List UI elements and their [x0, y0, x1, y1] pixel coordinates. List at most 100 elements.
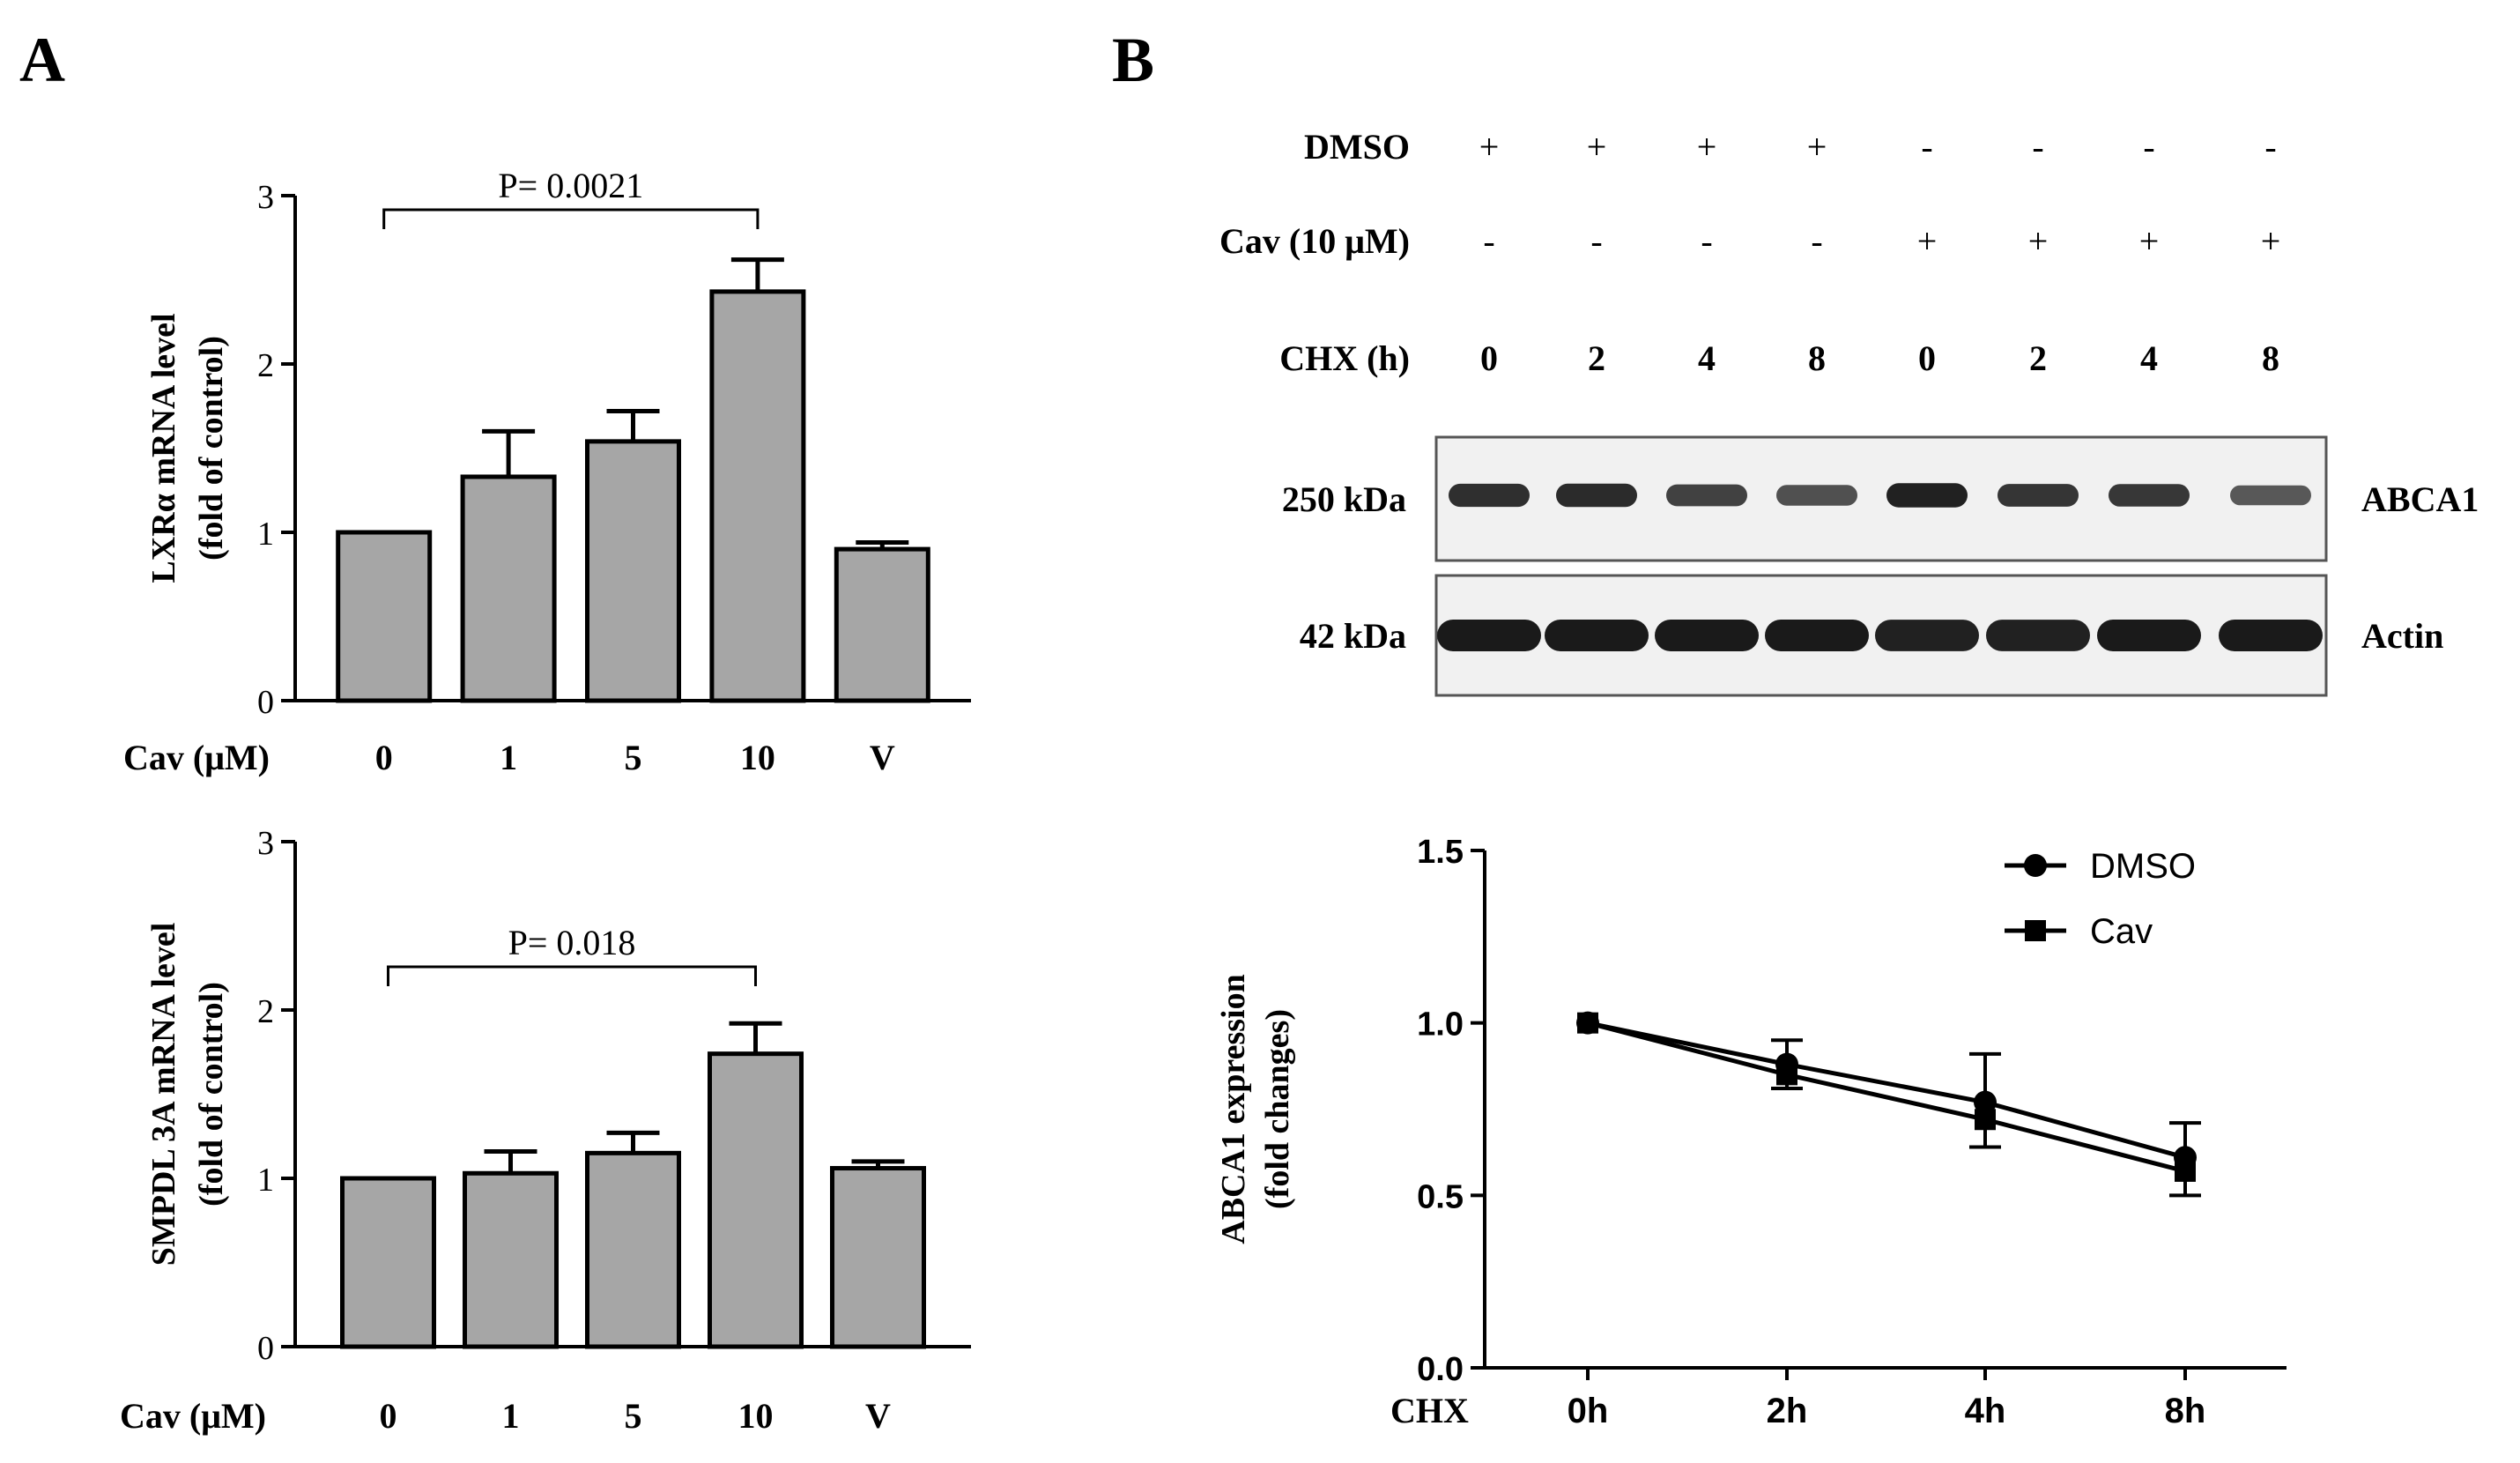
abca1-y-axis-label-line1: ABCA1 expression	[1215, 974, 1252, 1244]
blot-band	[1655, 620, 1759, 651]
blot-band	[1437, 620, 1541, 651]
blot-lane-value: -	[2264, 127, 2276, 167]
blot-lane-value: -	[1590, 221, 1602, 261]
abca1-series-line-dmso	[1587, 1021, 2186, 1160]
panel-b-label: B	[1112, 25, 1154, 95]
smpdl-bar	[340, 1176, 436, 1349]
lxr-x-tick-label: 0	[375, 738, 393, 777]
smpdl-x-axis-label: Cav (μM)	[120, 1396, 266, 1436]
blot-band	[1776, 485, 1857, 506]
smpdl-bar	[830, 1166, 926, 1349]
blot-lane-value: -	[2143, 127, 2154, 167]
smpdl-bar	[463, 1170, 559, 1349]
blot-band	[1886, 483, 1968, 508]
blot-condition-label: DMSO	[1304, 127, 1410, 167]
lxr-y-tick-label: 3	[257, 179, 274, 216]
lxr-bar	[834, 546, 930, 703]
smpdl-y-tick-label: 2	[257, 993, 274, 1030]
lxr-x-tick-label: 10	[740, 738, 775, 777]
blot-lane-value: 4	[1698, 338, 1716, 378]
abca1-x-tick-label: 8h	[2165, 1392, 2206, 1430]
blot-size-label: 42 kDa	[1300, 616, 1406, 656]
abca1-y-axis-label-line2: (fold changes)	[1259, 1009, 1296, 1209]
smpdl-significance-bracket	[387, 965, 757, 986]
abca1-x-tick-label: 2h	[1767, 1392, 1808, 1430]
blot-band	[1765, 620, 1869, 651]
abca1-point-cav	[1577, 1012, 1598, 1034]
blot-lane-value: +	[2028, 221, 2049, 261]
abca1-point-cav	[1776, 1064, 1797, 1086]
blot-lane-value: 4	[2140, 338, 2158, 378]
lxr-bar	[336, 530, 433, 703]
blot-lane-value: -	[2032, 127, 2043, 167]
smpdl-bar-chart: 0 1 2 3 0 1 5 10 V Cav (μM) SMPDL 3A mRNA level (fo…	[120, 825, 971, 1436]
blot-band	[1666, 484, 1747, 507]
abca1-x-axis-label: CHX	[1390, 1391, 1469, 1430]
lxr-y-tick-label: 2	[257, 347, 274, 384]
blot-lane-value: -	[1701, 221, 1712, 261]
abca1-series-line-cav	[1587, 1021, 2186, 1174]
western-blot: DMSO + + + + - - - - Cav (10 μM) - - - - + + + + CHX (h) 0 2…	[1219, 127, 2479, 697]
blot-band	[1545, 620, 1649, 651]
lxr-y-axis-label-line2: (fold of control)	[193, 336, 230, 561]
lxr-bar	[460, 474, 557, 703]
smpdl-y-tick-label: 1	[257, 1162, 274, 1199]
blot-band	[2219, 620, 2323, 651]
blot-lane-value: +	[1917, 221, 1938, 261]
abca1-point-cav	[1975, 1109, 1996, 1131]
abca1-y-tick-label: 0.0	[1417, 1351, 1464, 1388]
legend-marker-dmso	[2024, 854, 2047, 877]
smpdl-y-tick-label: 3	[257, 825, 274, 862]
blot-band	[1556, 483, 1637, 508]
blot-lane-value: +	[2139, 221, 2160, 261]
abca1-y-tick-label: 1.0	[1417, 1006, 1464, 1043]
blot-lane-value: +	[1807, 127, 1827, 167]
blot-lane-value: -	[1921, 127, 1932, 167]
blot-lane-value: 0	[1480, 338, 1498, 378]
blot-protein-label: ABCA1	[2361, 479, 2479, 519]
smpdl-x-tick-label: 1	[502, 1396, 520, 1436]
abca1-y-tick-label: 0.5	[1417, 1178, 1464, 1215]
blot-lane-value: 8	[2262, 338, 2279, 378]
blot-band	[2109, 484, 2190, 507]
blot-lane-value: 2	[1588, 338, 1605, 378]
blot-band	[2230, 485, 2311, 506]
blot-band	[1986, 620, 2090, 651]
blot-protein-label: Actin	[2361, 616, 2443, 656]
lxr-y-axis-label-line1: LXRα mRNA level	[145, 313, 182, 583]
lxr-bar	[585, 439, 681, 703]
smpdl-significance-label: P= 0.018	[508, 923, 636, 962]
lxr-bar-chart: 0 1 2 3 0 1 5 10 V Cav (μM) LXRα mRNA level (fold o…	[123, 166, 971, 777]
blot-condition-label: Cav (10 μM)	[1219, 221, 1410, 261]
blot-band	[2097, 620, 2201, 651]
blot-band	[1997, 484, 2079, 507]
lxr-significance-label: P= 0.0021	[498, 166, 643, 205]
lxr-x-tick-label: V	[870, 738, 895, 777]
smpdl-y-axis-label-line2: (fold of control)	[193, 982, 230, 1207]
smpdl-y-tick-label: 0	[257, 1330, 274, 1367]
abca1-point-dmso	[1974, 1090, 1997, 1114]
lxr-x-tick-label: 5	[625, 738, 642, 777]
blot-lane-value: +	[2261, 221, 2281, 261]
blot-size-label: 250 kDa	[1282, 479, 1406, 519]
smpdl-x-tick-label: 0	[380, 1396, 397, 1436]
blot-condition-label: CHX (h)	[1279, 338, 1410, 378]
abca1-line-chart: 0.0 0.5 1.0 1.5 0h 2h 4h 8h CHX ABCA1 expression(…	[1215, 834, 2287, 1430]
legend-marker-cav	[2025, 920, 2046, 941]
blot-lane-value: -	[1811, 221, 1822, 261]
smpdl-x-tick-label: 10	[738, 1396, 774, 1436]
smpdl-bar	[585, 1150, 681, 1349]
blot-lane-value: +	[1587, 127, 1607, 167]
lxr-bar	[709, 289, 806, 703]
lxr-significance-bracket	[382, 208, 760, 229]
blot-lane-value: +	[1479, 127, 1500, 167]
abca1-y-tick-label: 1.5	[1417, 834, 1464, 871]
abca1-point-cav	[2175, 1160, 2196, 1182]
abca1-x-tick-label: 0h	[1568, 1392, 1609, 1430]
panel-a-label: A	[19, 25, 65, 95]
smpdl-x-tick-label: 5	[625, 1396, 642, 1436]
lxr-x-tick-label: 1	[500, 738, 517, 777]
lxr-x-axis-label: Cav (μM)	[123, 738, 270, 777]
blot-lane-value: 0	[1918, 338, 1936, 378]
legend-label-cav: Cav	[2090, 912, 2153, 951]
